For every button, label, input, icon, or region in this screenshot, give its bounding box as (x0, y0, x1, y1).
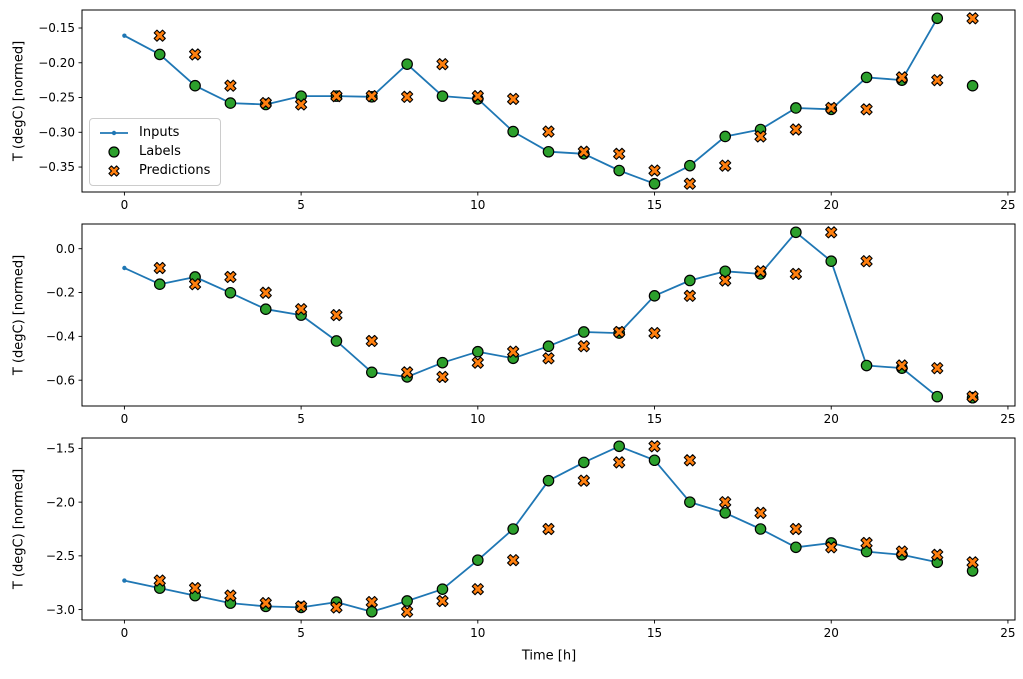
svg-text:25: 25 (1000, 412, 1015, 426)
svg-text:10: 10 (470, 626, 485, 640)
svg-text:15: 15 (647, 626, 662, 640)
svg-text:5: 5 (297, 626, 305, 640)
svg-text:−1.5: −1.5 (46, 442, 75, 456)
inputs-line-swatch-icon (100, 130, 128, 136)
svg-text:−0.30: −0.30 (38, 125, 75, 139)
legend-item-labels: Labels (98, 144, 210, 160)
predictions-x-swatch-icon (108, 165, 120, 177)
legend-label-labels: Labels (139, 144, 181, 159)
legend-item-inputs: Inputs (98, 125, 210, 141)
svg-text:15: 15 (647, 198, 662, 212)
svg-text:10: 10 (470, 412, 485, 426)
legend-item-predictions: Predictions (98, 163, 210, 179)
svg-text:−0.4: −0.4 (46, 330, 75, 344)
svg-text:25: 25 (1000, 626, 1015, 640)
svg-text:20: 20 (824, 626, 839, 640)
legend-label-inputs: Inputs (139, 125, 180, 140)
svg-text:−0.35: −0.35 (38, 160, 75, 174)
y-axis-label-subplot-2: T (degC) [normed] (11, 254, 27, 376)
y-axis-label-subplot-1: T (degC) [normed] (11, 40, 27, 162)
svg-text:−3.0: −3.0 (46, 603, 75, 617)
labels-circle-swatch-icon (108, 146, 120, 158)
svg-text:0: 0 (121, 626, 129, 640)
legend: Inputs Labels Predictions (89, 118, 222, 186)
svg-text:0: 0 (121, 412, 129, 426)
svg-text:20: 20 (824, 198, 839, 212)
svg-text:−2.5: −2.5 (46, 549, 75, 563)
svg-text:10: 10 (470, 198, 485, 212)
svg-text:5: 5 (297, 412, 305, 426)
svg-text:0: 0 (121, 198, 129, 212)
svg-text:15: 15 (647, 412, 662, 426)
svg-text:20: 20 (824, 412, 839, 426)
svg-text:−0.20: −0.20 (38, 56, 75, 70)
svg-text:25: 25 (1000, 198, 1015, 212)
svg-text:−2.0: −2.0 (46, 495, 75, 509)
svg-text:−0.15: −0.15 (38, 21, 75, 35)
svg-text:−0.25: −0.25 (38, 91, 75, 105)
y-axis-label-subplot-3: T (degC) [normed] (11, 468, 27, 590)
x-axis-label: Time [h] (521, 648, 577, 664)
legend-label-predictions: Predictions (139, 163, 211, 178)
svg-text:−0.6: −0.6 (46, 373, 75, 387)
svg-text:5: 5 (297, 198, 305, 212)
svg-text:−0.2: −0.2 (46, 286, 75, 300)
svg-text:0.0: 0.0 (56, 242, 75, 256)
